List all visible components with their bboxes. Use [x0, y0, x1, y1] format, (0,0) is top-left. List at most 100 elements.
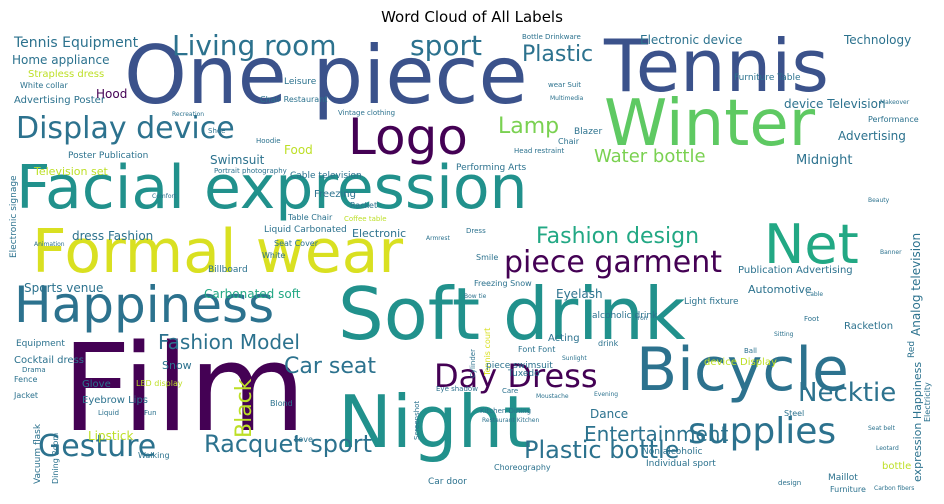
word-light-fixture: Light fixture	[684, 297, 739, 307]
word-happiness: Happiness	[14, 276, 275, 334]
word-midnight: Midnight	[796, 153, 853, 168]
word-electronic: Electronic	[352, 227, 407, 240]
word-freezing-snow: Freezing Snow	[474, 279, 532, 288]
word-performing-arts: Performing Arts	[456, 163, 527, 173]
word-plastic: Plastic	[522, 42, 594, 67]
word-night: Night	[338, 380, 532, 464]
word-dining-room: Dining Room	[51, 432, 60, 484]
word-seat-cover: Seat Cover	[274, 239, 319, 248]
word-bottle-drinkware: Bottle Drinkware	[522, 33, 581, 41]
word-alcoholic-drink: alcoholic drink	[592, 311, 658, 321]
word-tuxedo: Tuxedo	[508, 369, 540, 379]
word-lamp: Lamp	[498, 114, 560, 139]
word-carbonated-soft: Carbonated soft	[204, 287, 301, 301]
word-piece-swimsuit: piece swimsuit	[486, 361, 553, 371]
word-swimsuit: Swimsuit	[210, 153, 265, 167]
word-sunlight: Sunlight	[562, 355, 587, 362]
word-font-font: Font Font	[518, 345, 556, 354]
word-poster-publication: Poster Publication	[68, 151, 149, 161]
chart-title: Word Cloud of All Labels	[381, 8, 563, 26]
word-bottle: bottle	[882, 461, 912, 472]
word-smile: Smile	[476, 253, 499, 262]
word-seat-belt: Seat belt	[868, 425, 895, 432]
word-television-set: Television set	[34, 165, 108, 178]
word-moustache: Moustache	[536, 393, 569, 400]
word-leotard: Leotard	[876, 445, 899, 452]
word-design: Red	[907, 340, 917, 358]
word-racketlon: Racketlon	[844, 321, 894, 332]
word-cable: Cable	[806, 291, 824, 298]
word-chair-restaurant: Chair Restaurant	[260, 95, 328, 104]
word-leisure: Leisure	[284, 77, 317, 87]
word-winter: Winter	[604, 87, 815, 161]
word-table-chair: Table Chair	[288, 213, 333, 222]
word-tennis: Tennis	[604, 30, 829, 108]
word-fun: Fun	[144, 409, 157, 417]
word-tennis-equipment: Tennis Equipment	[14, 35, 139, 51]
word-advertising-poster: Advertising Poster	[14, 95, 105, 106]
word-home-appliance: Home appliance	[12, 53, 110, 67]
word-sports-venue: Sports venue	[24, 281, 104, 295]
word-film: Film	[62, 320, 306, 459]
word-non-alcoholic: Non alcoholic	[642, 447, 703, 457]
word-white: White	[262, 251, 286, 260]
word-electronic-signage: Electronic signage	[9, 175, 19, 258]
word-black: Black	[232, 378, 257, 438]
word-eye-shadow: Eye shadow	[436, 385, 478, 393]
word-recreation: Recreation	[172, 111, 205, 118]
word-choreography: Choreography	[494, 463, 551, 472]
word-dress-fashion: dress Fashion	[72, 229, 154, 243]
word-blazer: Blazer	[574, 127, 603, 137]
word-furniture: Furniture	[830, 485, 866, 494]
word-ball: Ball	[744, 347, 757, 355]
word-chair: Chair	[558, 137, 580, 146]
word-head-restraint: Head restraint	[514, 147, 565, 155]
word-liquid-carbonated: Liquid Carbonated	[264, 225, 347, 235]
word-entertainment: Entertainment	[584, 422, 729, 446]
word-shoe: Shoe	[208, 127, 226, 135]
word-makeover: Makeover	[880, 99, 910, 106]
word-device-television: device Television	[784, 97, 886, 111]
word-one-piece: One piece	[124, 30, 528, 122]
word-fence: Fence	[14, 375, 38, 384]
word-gesture: Gesture	[38, 429, 157, 464]
word-car-seat: Car seat	[284, 354, 376, 379]
word-wear-suit: wear Suit	[548, 81, 581, 89]
word-racquet-sport: Racquet sport	[204, 430, 372, 458]
word-comfort: Comfort	[152, 193, 177, 200]
word-net: Net	[764, 213, 859, 276]
word-plastic-bottle: Plastic bottle	[524, 436, 680, 464]
word-led-display: LED display	[136, 379, 183, 388]
word-cable-television: Cable television	[290, 171, 362, 181]
word-snow: Snow	[162, 359, 192, 372]
word-drama: Drama	[22, 366, 46, 374]
word-glove: Glove	[82, 379, 111, 390]
word-sport: sport	[410, 30, 482, 62]
word-armrest: Armrest	[426, 235, 450, 242]
word-facial-expression: Facial expression	[16, 153, 528, 223]
word-analog-television: Analog television	[909, 232, 923, 336]
word-animation: Animation	[34, 241, 65, 248]
word-freezing: Freezing	[314, 189, 356, 200]
word-expression-happiness: expression Happiness	[911, 361, 924, 482]
word-drink: drink	[598, 339, 619, 348]
word-liquid: Liquid	[98, 409, 120, 417]
word-fashion-design: Fashion design	[536, 224, 700, 249]
word-furniture-table: Furniture Table	[734, 73, 801, 83]
word-coffee-table: Coffee table	[344, 215, 387, 223]
word-soft-drink: Soft drink	[338, 272, 686, 356]
word-electronic-device: Electronic device	[640, 33, 743, 47]
word-vacuum-flask: Vacuum flask	[33, 423, 43, 484]
word-water-bottle: Water bottle	[594, 146, 706, 167]
word-banner: Banner	[880, 249, 902, 256]
word-billboard: Billboard	[208, 265, 248, 275]
word-sitting: Sitting	[774, 331, 794, 338]
word-portrait-photography: Portrait photography	[214, 167, 287, 175]
word-eyelash: Eyelash	[556, 287, 603, 301]
word-cocktail-dress: Cocktail dress	[14, 355, 84, 366]
word-advertising: Advertising	[838, 129, 906, 143]
word-technology: Technology	[844, 33, 912, 47]
word-display-device: Display device	[16, 111, 235, 146]
word-living-room: Living room	[172, 30, 337, 62]
word-acting: Acting	[548, 333, 580, 344]
